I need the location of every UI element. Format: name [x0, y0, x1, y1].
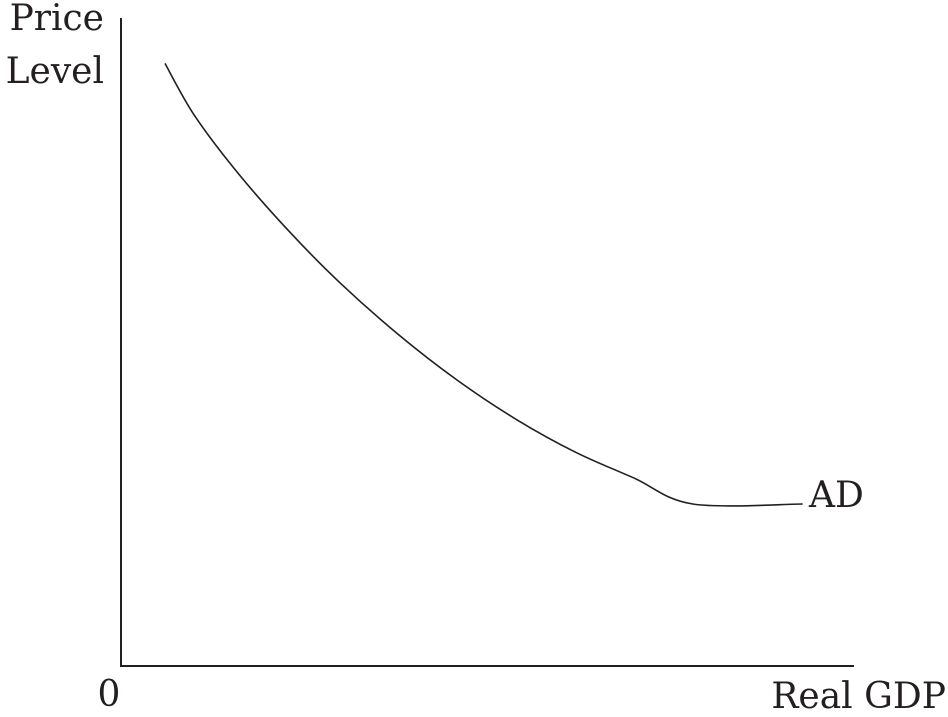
- y-axis-label-line-2: Level: [6, 51, 104, 92]
- series-label-ad: AD: [808, 475, 864, 516]
- y-axis-label-line-1: Price: [10, 0, 104, 39]
- x-axis-label: Real GDP: [771, 676, 946, 712]
- origin-label: 0: [98, 674, 121, 712]
- ad-curve: [164, 62, 803, 507]
